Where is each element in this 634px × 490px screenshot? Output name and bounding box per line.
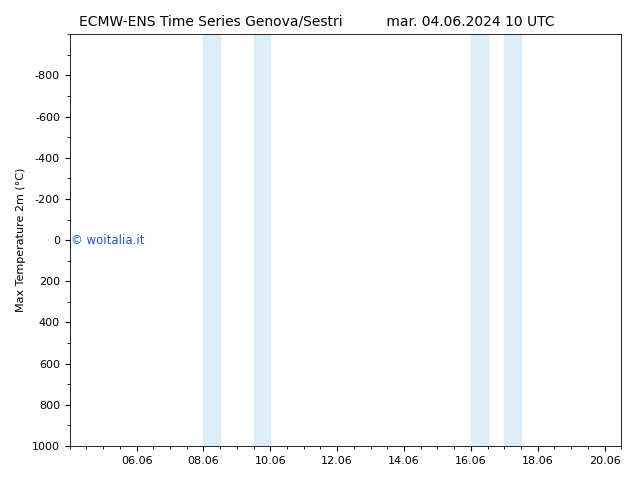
Bar xyxy=(254,34,270,446)
Bar xyxy=(504,34,521,446)
Bar xyxy=(471,34,488,446)
Text: © woitalia.it: © woitalia.it xyxy=(72,234,145,246)
Bar xyxy=(204,34,220,446)
Text: ECMW-ENS Time Series Genova/Sestri          mar. 04.06.2024 10 UTC: ECMW-ENS Time Series Genova/Sestri mar. … xyxy=(79,15,555,29)
Y-axis label: Max Temperature 2m (°C): Max Temperature 2m (°C) xyxy=(16,168,27,312)
